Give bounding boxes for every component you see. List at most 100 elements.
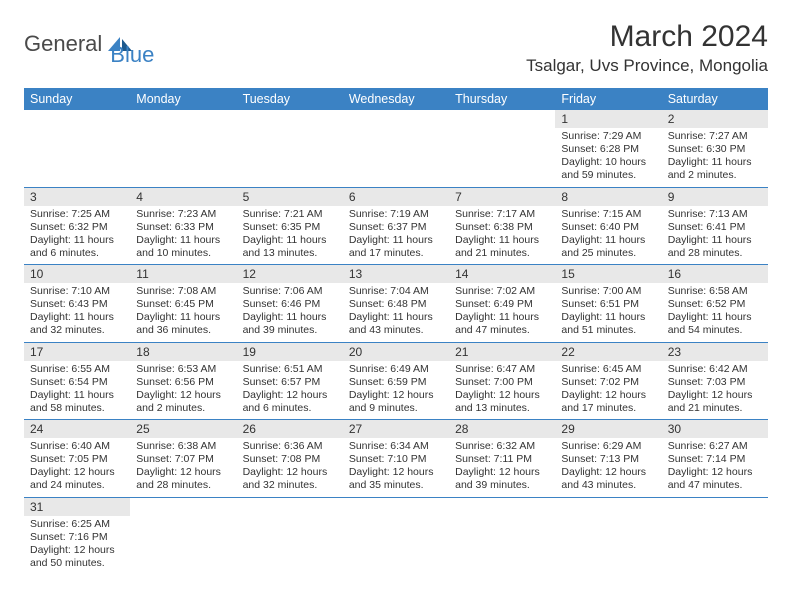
daylight-text: Daylight: 10 hours and 59 minutes.: [561, 156, 655, 182]
daylight-text: Daylight: 11 hours and 28 minutes.: [668, 234, 762, 260]
title-block: March 2024 Tsalgar, Uvs Province, Mongol…: [526, 20, 768, 76]
daylight-text: Daylight: 11 hours and 10 minutes.: [136, 234, 230, 260]
sunrise-text: Sunrise: 6:29 AM: [561, 440, 655, 453]
day-number: 21: [449, 343, 555, 361]
day-number: 26: [237, 420, 343, 438]
daylight-text: Daylight: 11 hours and 13 minutes.: [243, 234, 337, 260]
calendar-cell: 14Sunrise: 7:02 AMSunset: 6:49 PMDayligh…: [449, 265, 555, 343]
sunrise-text: Sunrise: 6:58 AM: [668, 285, 762, 298]
day-header: Tuesday: [237, 88, 343, 110]
daylight-text: Daylight: 12 hours and 17 minutes.: [561, 389, 655, 415]
day-content: Sunrise: 7:00 AMSunset: 6:51 PMDaylight:…: [555, 283, 661, 342]
day-number: 27: [343, 420, 449, 438]
sunset-text: Sunset: 6:37 PM: [349, 221, 443, 234]
day-number: 11: [130, 265, 236, 283]
day-content: Sunrise: 7:02 AMSunset: 6:49 PMDaylight:…: [449, 283, 555, 342]
calendar-cell: 10Sunrise: 7:10 AMSunset: 6:43 PMDayligh…: [24, 265, 130, 343]
calendar-cell: 24Sunrise: 6:40 AMSunset: 7:05 PMDayligh…: [24, 420, 130, 498]
day-content: Sunrise: 6:34 AMSunset: 7:10 PMDaylight:…: [343, 438, 449, 497]
day-number: 5: [237, 188, 343, 206]
sunrise-text: Sunrise: 7:19 AM: [349, 208, 443, 221]
month-title: March 2024: [526, 20, 768, 54]
sunset-text: Sunset: 7:10 PM: [349, 453, 443, 466]
daylight-text: Daylight: 11 hours and 58 minutes.: [30, 389, 124, 415]
sunset-text: Sunset: 6:41 PM: [668, 221, 762, 234]
sunrise-text: Sunrise: 7:23 AM: [136, 208, 230, 221]
day-number: 8: [555, 188, 661, 206]
calendar-cell: 27Sunrise: 6:34 AMSunset: 7:10 PMDayligh…: [343, 420, 449, 498]
daylight-text: Daylight: 11 hours and 51 minutes.: [561, 311, 655, 337]
calendar-row: 31Sunrise: 6:25 AMSunset: 7:16 PMDayligh…: [24, 497, 768, 574]
daylight-text: Daylight: 11 hours and 17 minutes.: [349, 234, 443, 260]
calendar-cell: 5Sunrise: 7:21 AMSunset: 6:35 PMDaylight…: [237, 187, 343, 265]
day-content: Sunrise: 7:29 AMSunset: 6:28 PMDaylight:…: [555, 128, 661, 187]
calendar-cell: 31Sunrise: 6:25 AMSunset: 7:16 PMDayligh…: [24, 497, 130, 574]
logo-text-general: General: [24, 31, 102, 57]
sunset-text: Sunset: 7:00 PM: [455, 376, 549, 389]
day-header: Saturday: [662, 88, 768, 110]
daylight-text: Daylight: 11 hours and 25 minutes.: [561, 234, 655, 260]
sunrise-text: Sunrise: 7:25 AM: [30, 208, 124, 221]
day-content: Sunrise: 6:47 AMSunset: 7:00 PMDaylight:…: [449, 361, 555, 420]
daylight-text: Daylight: 11 hours and 2 minutes.: [668, 156, 762, 182]
day-header: Wednesday: [343, 88, 449, 110]
day-content: Sunrise: 7:08 AMSunset: 6:45 PMDaylight:…: [130, 283, 236, 342]
sunrise-text: Sunrise: 6:32 AM: [455, 440, 549, 453]
sunrise-text: Sunrise: 7:02 AM: [455, 285, 549, 298]
sunrise-text: Sunrise: 7:04 AM: [349, 285, 443, 298]
sunrise-text: Sunrise: 6:51 AM: [243, 363, 337, 376]
calendar-row: 24Sunrise: 6:40 AMSunset: 7:05 PMDayligh…: [24, 420, 768, 498]
day-header: Thursday: [449, 88, 555, 110]
calendar-cell: ..: [449, 497, 555, 574]
calendar-cell: ..: [237, 110, 343, 187]
calendar-cell: ..: [343, 497, 449, 574]
day-number: 10: [24, 265, 130, 283]
calendar-cell: ..: [130, 110, 236, 187]
day-number: 24: [24, 420, 130, 438]
day-number: 13: [343, 265, 449, 283]
day-content: Sunrise: 6:40 AMSunset: 7:05 PMDaylight:…: [24, 438, 130, 497]
day-content: Sunrise: 6:29 AMSunset: 7:13 PMDaylight:…: [555, 438, 661, 497]
sunset-text: Sunset: 6:57 PM: [243, 376, 337, 389]
calendar-cell: 3Sunrise: 7:25 AMSunset: 6:32 PMDaylight…: [24, 187, 130, 265]
day-number: 9: [662, 188, 768, 206]
calendar-cell: 15Sunrise: 7:00 AMSunset: 6:51 PMDayligh…: [555, 265, 661, 343]
day-content: Sunrise: 7:17 AMSunset: 6:38 PMDaylight:…: [449, 206, 555, 265]
day-header-row: SundayMondayTuesdayWednesdayThursdayFrid…: [24, 88, 768, 110]
calendar-row: 10Sunrise: 7:10 AMSunset: 6:43 PMDayligh…: [24, 265, 768, 343]
calendar-cell: 4Sunrise: 7:23 AMSunset: 6:33 PMDaylight…: [130, 187, 236, 265]
header: General Blue March 2024 Tsalgar, Uvs Pro…: [24, 20, 768, 76]
daylight-text: Daylight: 11 hours and 47 minutes.: [455, 311, 549, 337]
daylight-text: Daylight: 12 hours and 50 minutes.: [30, 544, 124, 570]
sunrise-text: Sunrise: 6:53 AM: [136, 363, 230, 376]
sunset-text: Sunset: 7:11 PM: [455, 453, 549, 466]
calendar-cell: 7Sunrise: 7:17 AMSunset: 6:38 PMDaylight…: [449, 187, 555, 265]
calendar-cell: 2Sunrise: 7:27 AMSunset: 6:30 PMDaylight…: [662, 110, 768, 187]
location: Tsalgar, Uvs Province, Mongolia: [526, 56, 768, 76]
calendar-row: ..........1Sunrise: 7:29 AMSunset: 6:28 …: [24, 110, 768, 187]
sunset-text: Sunset: 7:14 PM: [668, 453, 762, 466]
day-number: 28: [449, 420, 555, 438]
day-header: Monday: [130, 88, 236, 110]
day-number: 6: [343, 188, 449, 206]
sunset-text: Sunset: 7:05 PM: [30, 453, 124, 466]
calendar-cell: 28Sunrise: 6:32 AMSunset: 7:11 PMDayligh…: [449, 420, 555, 498]
sunrise-text: Sunrise: 6:40 AM: [30, 440, 124, 453]
day-number: 29: [555, 420, 661, 438]
sunrise-text: Sunrise: 7:06 AM: [243, 285, 337, 298]
day-content: Sunrise: 6:38 AMSunset: 7:07 PMDaylight:…: [130, 438, 236, 497]
daylight-text: Daylight: 12 hours and 35 minutes.: [349, 466, 443, 492]
day-content: Sunrise: 7:10 AMSunset: 6:43 PMDaylight:…: [24, 283, 130, 342]
day-content: Sunrise: 6:36 AMSunset: 7:08 PMDaylight:…: [237, 438, 343, 497]
sunrise-text: Sunrise: 6:47 AM: [455, 363, 549, 376]
calendar-cell: 18Sunrise: 6:53 AMSunset: 6:56 PMDayligh…: [130, 342, 236, 420]
sunrise-text: Sunrise: 7:13 AM: [668, 208, 762, 221]
sunset-text: Sunset: 6:54 PM: [30, 376, 124, 389]
calendar-cell: 23Sunrise: 6:42 AMSunset: 7:03 PMDayligh…: [662, 342, 768, 420]
sunset-text: Sunset: 6:32 PM: [30, 221, 124, 234]
sunset-text: Sunset: 6:45 PM: [136, 298, 230, 311]
daylight-text: Daylight: 12 hours and 24 minutes.: [30, 466, 124, 492]
day-content: Sunrise: 6:58 AMSunset: 6:52 PMDaylight:…: [662, 283, 768, 342]
calendar-cell: 22Sunrise: 6:45 AMSunset: 7:02 PMDayligh…: [555, 342, 661, 420]
calendar-row: 17Sunrise: 6:55 AMSunset: 6:54 PMDayligh…: [24, 342, 768, 420]
